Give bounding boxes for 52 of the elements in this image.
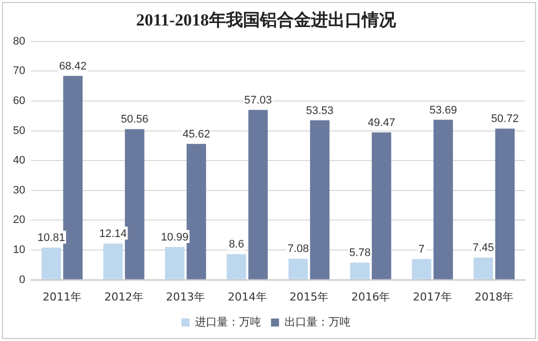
x-tick-label: 2016年: [351, 290, 390, 304]
data-label: 8.6: [228, 238, 244, 251]
data-label: 57.03: [244, 94, 272, 106]
chart-title: 2011-2018年我国铝合金进出口情况: [136, 10, 397, 30]
y-tick-label: 30: [12, 184, 26, 196]
y-tick-label: 70: [12, 65, 26, 78]
x-tick-label: 2018年: [474, 290, 514, 304]
bar: [474, 258, 494, 280]
bar: [434, 120, 453, 280]
data-label: 7.08: [287, 243, 309, 256]
bar: [495, 128, 515, 280]
data-label: 10.99: [160, 232, 188, 244]
data-label: 45.62: [182, 128, 210, 140]
bar: [350, 262, 370, 280]
bar: [372, 132, 392, 280]
bar: [412, 258, 432, 280]
data-label: 12.14: [99, 228, 127, 240]
y-tick-label: 60: [12, 95, 26, 108]
y-tick-label: 10: [12, 244, 26, 256]
bar: [186, 144, 206, 280]
bar: [124, 129, 144, 280]
y-tick-label: 20: [12, 214, 26, 226]
data-label: 50.72: [491, 113, 519, 126]
bar: [103, 244, 123, 280]
data-label: 53.69: [429, 104, 457, 116]
x-tick-label: 2015年: [289, 290, 328, 304]
data-label: 7: [418, 243, 425, 256]
data-label: 68.42: [59, 60, 87, 72]
x-tick-label: 2013年: [166, 290, 206, 304]
y-tick-label: 80: [12, 35, 26, 48]
x-tick-label: 2017年: [412, 290, 452, 304]
bar: [226, 254, 246, 280]
y-tick-label: 40: [12, 154, 26, 167]
data-label: 50.56: [120, 114, 148, 126]
y-tick-label: 50: [12, 124, 26, 137]
legend-label: 出口量：万吨: [284, 315, 350, 328]
legend-label: 进口量：万吨: [195, 315, 261, 328]
data-label: 49.47: [368, 116, 396, 129]
y-tick-label: 0: [19, 274, 26, 286]
data-label: 10.81: [38, 232, 66, 244]
bar: [310, 120, 330, 280]
data-label: 53.53: [306, 104, 334, 117]
data-label: 7.45: [472, 242, 494, 254]
bar: [288, 258, 308, 280]
x-tick-label: 2012年: [104, 290, 144, 304]
x-tick-label: 2011年: [42, 290, 82, 304]
bar: [165, 247, 184, 280]
bar: [42, 248, 62, 280]
data-label: 5.78: [349, 247, 371, 260]
bar: [63, 76, 83, 280]
x-tick-label: 2014年: [228, 290, 267, 304]
bar: [248, 110, 268, 280]
